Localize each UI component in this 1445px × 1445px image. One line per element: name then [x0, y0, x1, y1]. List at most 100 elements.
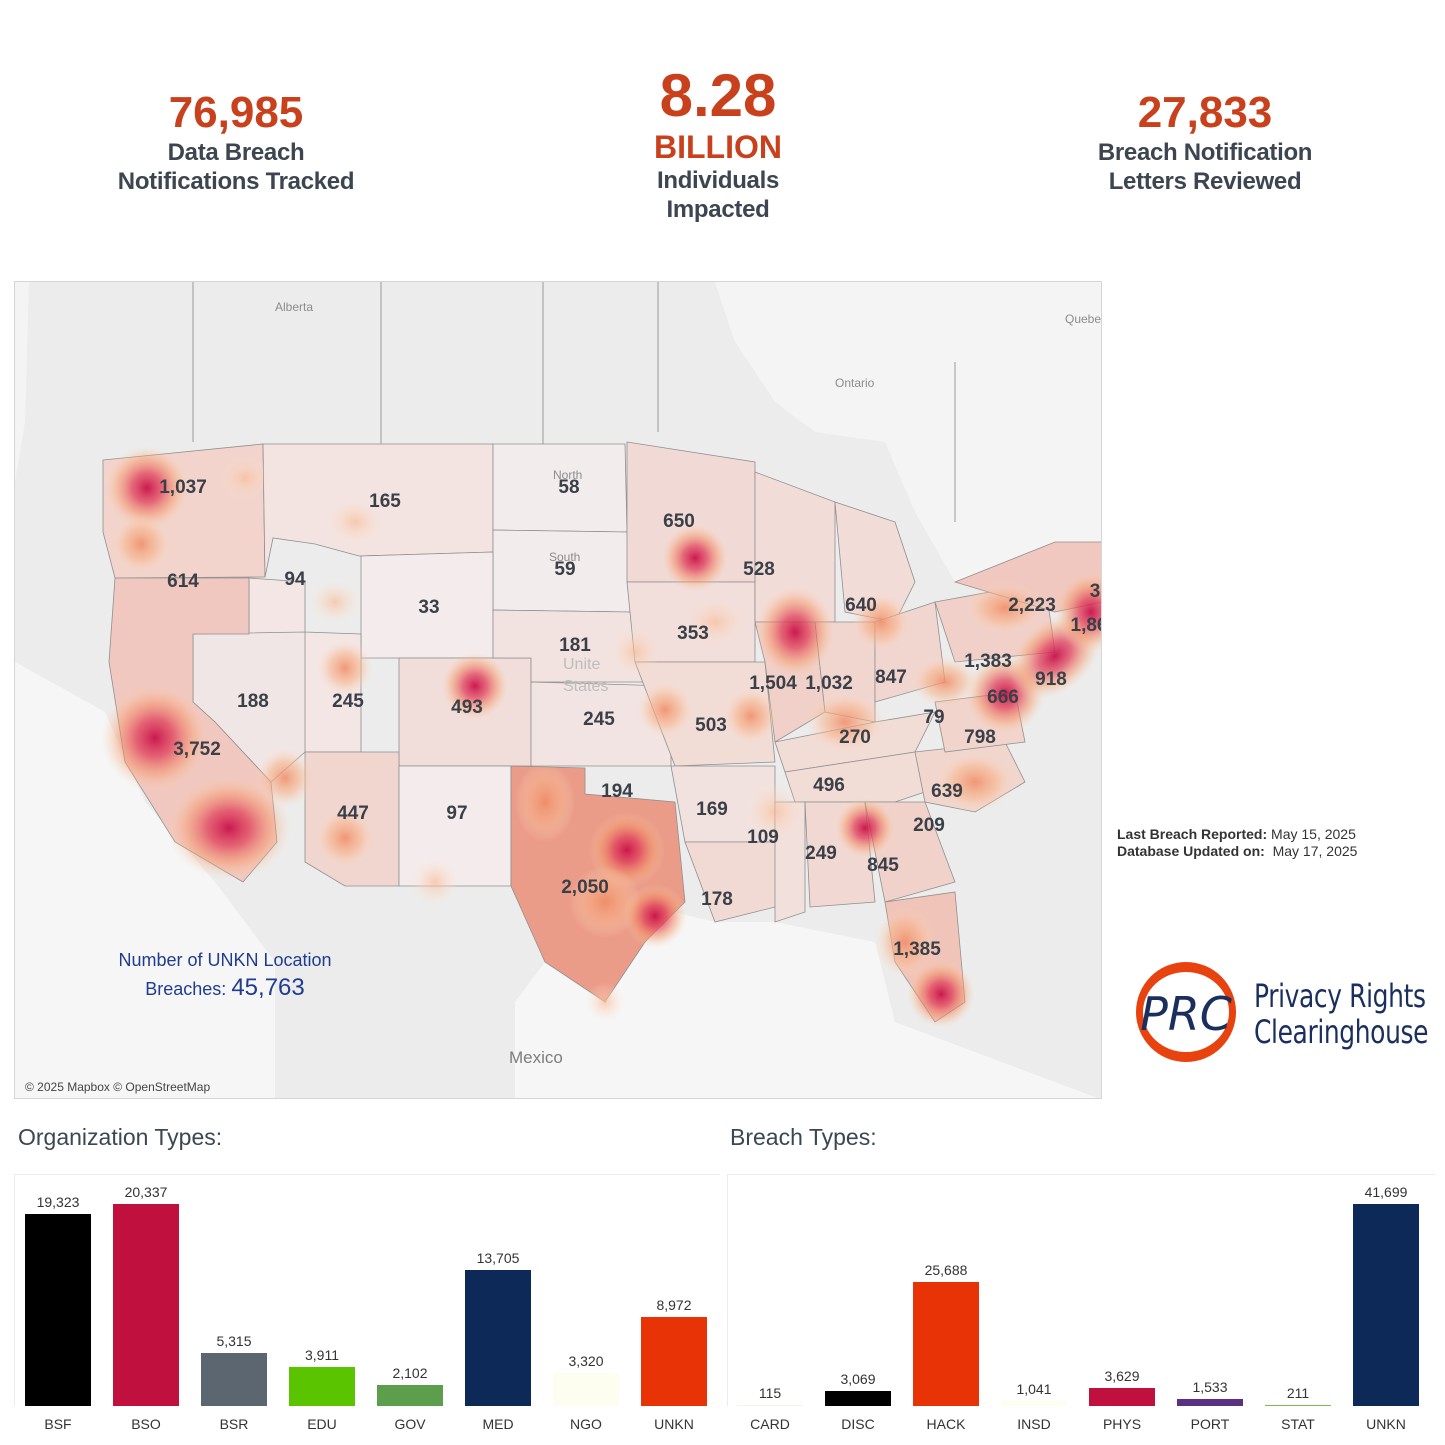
bar-edu[interactable] [289, 1367, 355, 1406]
bar-column-med[interactable]: 13,705 MED [465, 1174, 531, 1432]
bar-category-label: STAT [1281, 1416, 1315, 1432]
bar-category-label: DISC [841, 1416, 875, 1432]
bar-category-label: INSD [1017, 1416, 1051, 1432]
state-value-ok[interactable]: 194 [601, 781, 633, 802]
bar-column-insd[interactable]: 1,041 INSD [1001, 1174, 1067, 1432]
state-value-nm[interactable]: 97 [446, 803, 468, 824]
db-updated-label: Database Updated on: [1117, 843, 1265, 859]
bar-stat[interactable] [1265, 1405, 1331, 1406]
bar-unkn[interactable] [641, 1317, 707, 1406]
state-value-tx[interactable]: 2,050 [561, 877, 609, 898]
state-value-mo[interactable]: 503 [695, 715, 727, 736]
state-value-la[interactable]: 178 [701, 889, 733, 910]
bar-hack[interactable] [913, 1282, 979, 1406]
bar-card[interactable] [737, 1405, 803, 1406]
bar-column-phys[interactable]: 3,629 PHYS [1089, 1174, 1155, 1432]
bar-value-label: 13,705 [476, 1250, 520, 1266]
kpi-letters-label-2: Letters Reviewed [1108, 168, 1302, 195]
state-value-fl[interactable]: 1,385 [893, 939, 941, 960]
bar-column-ngo[interactable]: 3,320 NGO [553, 1174, 619, 1432]
state-value-nc[interactable]: 639 [931, 781, 963, 802]
state-value-nd[interactable]: 58 [558, 477, 580, 498]
bar-med[interactable] [465, 1270, 531, 1406]
bar-category-label: UNKN [1366, 1416, 1406, 1432]
state-value-wi[interactable]: 528 [743, 559, 775, 580]
prc-name-line-2: Clearinghouse [1254, 1013, 1429, 1051]
bar-unkn[interactable] [1353, 1204, 1419, 1406]
state-value-ia[interactable]: 353 [677, 623, 709, 644]
state-value-ct[interactable]: 3 [1089, 581, 1101, 602]
bar-column-stat[interactable]: 211 STAT [1265, 1174, 1331, 1432]
state-value-id[interactable]: 94 [284, 569, 306, 590]
bar-insd[interactable] [1001, 1401, 1067, 1406]
state-value-wy[interactable]: 33 [418, 597, 440, 618]
kpi-notifications-label-2: Notifications Tracked [117, 168, 355, 195]
state-value-ar[interactable]: 169 [696, 799, 728, 820]
bar-category-label: GOV [394, 1416, 426, 1432]
state-value-tn[interactable]: 496 [813, 775, 845, 796]
bar-column-disc[interactable]: 3,069 DISC [825, 1174, 891, 1432]
state-value-mt[interactable]: 165 [369, 491, 401, 512]
bar-gov[interactable] [377, 1385, 443, 1406]
state-value-sc[interactable]: 209 [913, 815, 945, 836]
bar-value-label: 5,315 [216, 1333, 252, 1349]
state-value-mn[interactable]: 650 [663, 511, 695, 532]
kpi-individuals-label-1: Individuals [656, 167, 780, 194]
bar-disc[interactable] [825, 1391, 891, 1406]
state-value-pa[interactable]: 1,383 [964, 651, 1012, 672]
state-value-ne[interactable]: 181 [559, 635, 591, 656]
geo-label-north: North [553, 468, 583, 482]
state-value-in[interactable]: 1,032 [805, 673, 853, 694]
kpi-individuals-value: 8.28 [659, 62, 777, 129]
bar-bsr[interactable] [201, 1353, 267, 1406]
bar-value-label: 3,629 [1104, 1368, 1140, 1384]
bar-column-hack[interactable]: 25,688 HACK [913, 1174, 979, 1432]
bar-column-gov[interactable]: 2,102 GOV [377, 1174, 443, 1432]
bar-category-label: MED [482, 1416, 514, 1432]
bar-column-unkn[interactable]: 8,972 UNKN [641, 1174, 707, 1432]
state-value-ca[interactable]: 3,752 [173, 739, 221, 760]
state-value-va[interactable]: 798 [964, 727, 996, 748]
state-value-md[interactable]: 666 [987, 687, 1019, 708]
bar-column-unkn[interactable]: 41,699 UNKN [1353, 1174, 1419, 1432]
state-value-oh[interactable]: 847 [875, 667, 907, 688]
bar-value-label: 3,069 [840, 1371, 876, 1387]
state-value-or[interactable]: 614 [167, 571, 199, 592]
state-value-co[interactable]: 493 [451, 697, 483, 718]
state-value-wa[interactable]: 1,037 [159, 477, 207, 498]
state-value-ny[interactable]: 2,223 [1008, 595, 1056, 616]
state-value-al[interactable]: 249 [805, 843, 837, 864]
bar-bsf[interactable] [25, 1214, 91, 1406]
state-value-nj[interactable]: 918 [1035, 669, 1067, 690]
bar-column-bso[interactable]: 20,337 BSO [113, 1174, 179, 1432]
bar-bso[interactable] [113, 1204, 179, 1406]
breach-heat-map[interactable]: Alberta Ontario Quebe North South Unite … [14, 281, 1102, 1099]
state-value-az[interactable]: 447 [337, 803, 369, 824]
unkn-location-summary: Number of UNKN Location Breaches: 45,763 [75, 946, 375, 1003]
map-attribution[interactable]: © 2025 Mapbox © OpenStreetMap [25, 1080, 211, 1094]
state-value-sd[interactable]: 59 [554, 559, 576, 580]
state-value-ut[interactable]: 245 [332, 691, 364, 712]
state-value-ky[interactable]: 270 [839, 727, 871, 748]
state-value-ks[interactable]: 245 [583, 709, 615, 730]
bar-column-port[interactable]: 1,533 PORT [1177, 1174, 1243, 1432]
state-value-mi[interactable]: 640 [845, 595, 877, 616]
bar-port[interactable] [1177, 1399, 1243, 1406]
state-value-ms[interactable]: 109 [747, 827, 779, 848]
db-updated-date: May 17, 2025 [1272, 843, 1358, 859]
state-value-ma[interactable]: 1,86 [1070, 615, 1101, 636]
bar-column-bsr[interactable]: 5,315 BSR [201, 1174, 267, 1432]
bar-column-card[interactable]: 115 CARD [737, 1174, 803, 1432]
state-value-ga[interactable]: 845 [867, 855, 899, 876]
bar-phys[interactable] [1089, 1388, 1155, 1406]
prc-name-line-1: Privacy Rights [1254, 977, 1426, 1015]
state-value-nv[interactable]: 188 [237, 691, 269, 712]
state-value-wv[interactable]: 79 [923, 707, 945, 728]
unkn-label-line-1: Number of UNKN Location [118, 950, 332, 970]
bar-ngo[interactable] [553, 1373, 619, 1406]
bar-column-bsf[interactable]: 19,323 BSF [25, 1174, 91, 1432]
bar-column-edu[interactable]: 3,911 EDU [289, 1174, 355, 1432]
state-value-il[interactable]: 1,504 [749, 673, 797, 694]
bar-value-label: 115 [758, 1385, 782, 1401]
geo-label-mexico: Mexico [509, 1048, 563, 1067]
